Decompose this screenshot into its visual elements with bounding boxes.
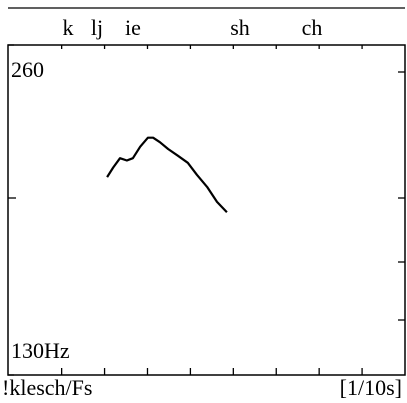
segment-label: sh [230,15,250,40]
segment-label: k [63,15,74,40]
segment-label: ch [302,15,323,40]
chart-title: !klesch/Fs [2,375,92,400]
pitch-contour [106,136,228,213]
y-tick-label: 130Hz [11,338,70,363]
y-tick-label: 260 [11,57,44,82]
plot-frame [7,44,406,376]
x-axis-label: [1/10s] [340,375,402,400]
segment-label: lj [91,15,103,40]
segment-label: ie [125,15,141,40]
